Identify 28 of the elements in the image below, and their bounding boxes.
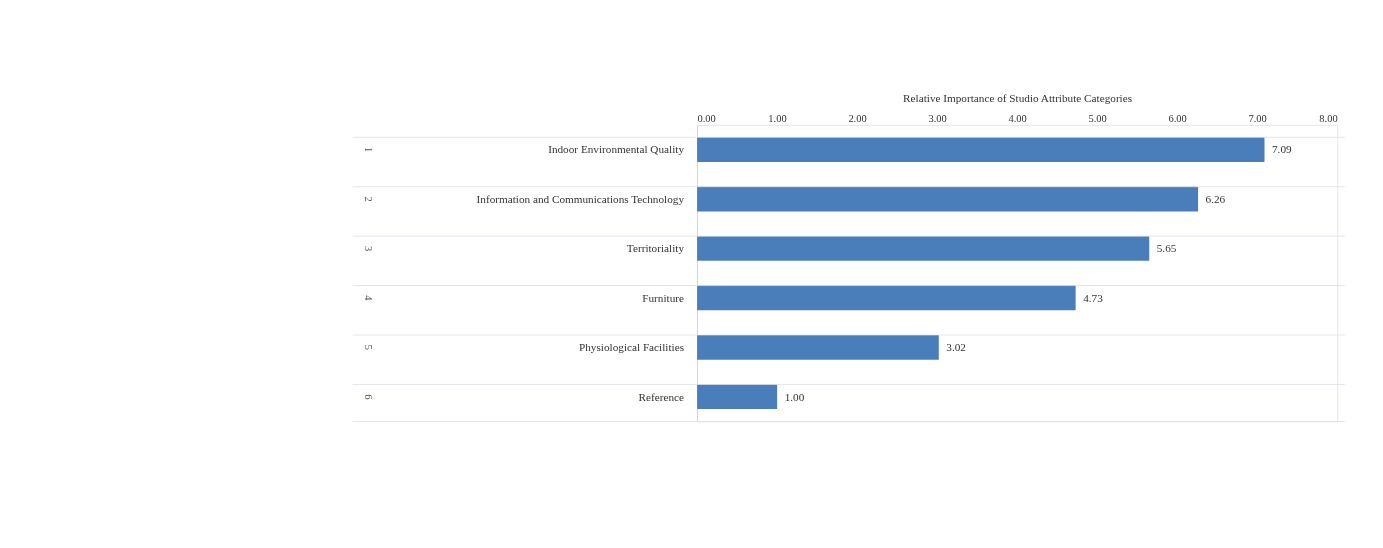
- text: 6: [362, 394, 374, 400]
- x-tick-label: 8.00: [1319, 112, 1338, 124]
- x-tick-label: 4.00: [1008, 112, 1027, 124]
- text: 4: [362, 295, 374, 302]
- data-label: 1.00: [784, 390, 805, 403]
- y-tick-label: Indoor Environmental Quality: [548, 143, 685, 156]
- data-label: 5.65: [1156, 242, 1177, 255]
- y-tick-label: Reference: [638, 390, 685, 403]
- data-label: 4.73: [1083, 291, 1104, 304]
- x-axis-title: Relative Importance of Studio Attribute Categories: [903, 92, 1133, 105]
- text: 5: [362, 344, 374, 350]
- x-tick-label: 0.00: [697, 112, 716, 124]
- x-tick-label: 2.00: [848, 112, 867, 124]
- y-tick-label: Furniture: [642, 291, 685, 304]
- x-tick-label: 3.00: [928, 112, 947, 124]
- data-label: 6.26: [1205, 192, 1226, 205]
- x-tick-label: 6.00: [1168, 112, 1187, 124]
- data-label: 3.02: [946, 341, 966, 354]
- x-tick-label: 1.00: [768, 112, 787, 124]
- x-tick-label: 7.00: [1248, 112, 1267, 124]
- text: 1: [362, 147, 374, 153]
- y-tick-label: Information and Communications Technology: [476, 192, 685, 205]
- text: 2: [362, 196, 374, 202]
- text: 3: [362, 245, 374, 252]
- x-tick-label: 5.00: [1088, 112, 1107, 124]
- y-tick-label: Physiological Facilities: [579, 341, 685, 354]
- data-label: 7.09: [1271, 143, 1293, 156]
- y-tick-label: Territoriality: [626, 242, 685, 255]
